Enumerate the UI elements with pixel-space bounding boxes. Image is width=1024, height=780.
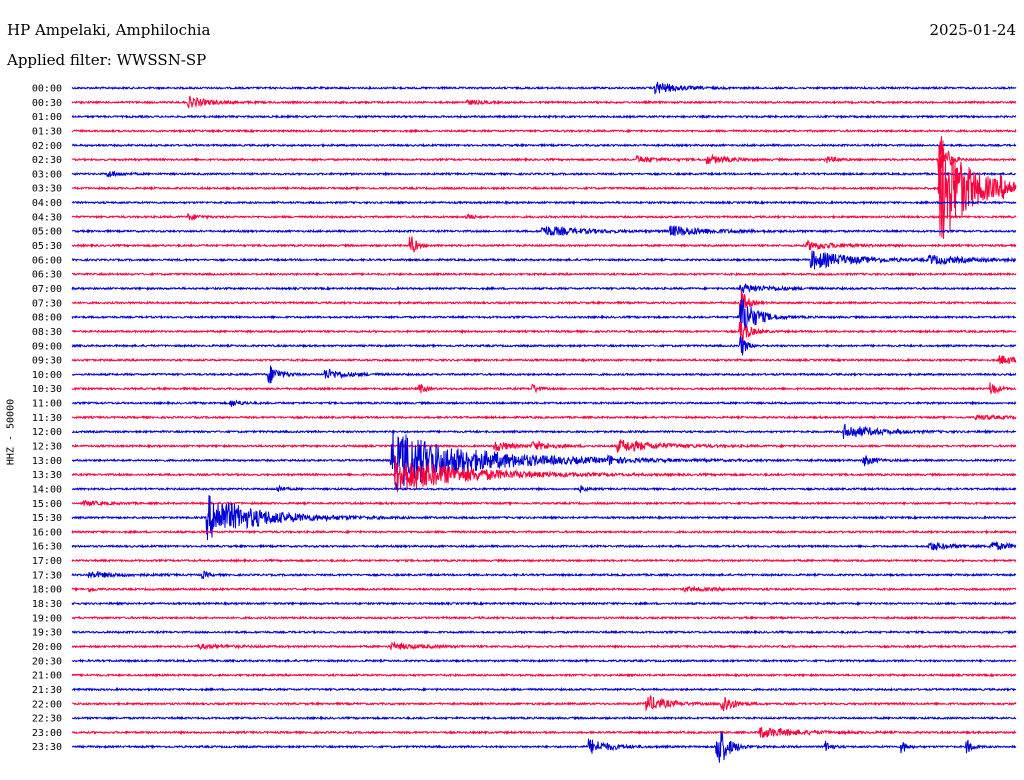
time-tick-label: 09:30 <box>32 356 62 367</box>
time-tick-label: 07:00 <box>32 284 62 295</box>
trace-line <box>71 321 1017 343</box>
time-tick-label: 14:00 <box>32 484 62 495</box>
trace-line <box>71 557 1017 564</box>
trace-line <box>71 250 1017 270</box>
time-tick-label: 11:30 <box>32 413 62 424</box>
trace-line <box>71 382 1017 395</box>
trace-line <box>71 140 1017 239</box>
trace-line <box>71 529 1017 535</box>
time-tick-label: 23:00 <box>32 728 62 739</box>
trace-line <box>71 585 1017 594</box>
time-tick-label: 00:30 <box>32 98 62 109</box>
date-label: 2025-01-24 <box>929 21 1016 39</box>
time-tick-label: 02:30 <box>32 155 62 166</box>
time-tick-label: 00:00 <box>32 84 62 95</box>
time-tick-label: 11:00 <box>32 399 62 410</box>
trace-line <box>71 413 1017 421</box>
trace-line <box>71 142 1017 148</box>
trace-line <box>71 456 1017 493</box>
trace-line <box>71 298 1017 329</box>
trace-line <box>71 114 1017 120</box>
trace-line <box>71 658 1017 664</box>
time-tick-label: 21:30 <box>32 685 62 696</box>
trace-line <box>71 225 1017 236</box>
trace-line <box>71 171 1017 178</box>
trace-line <box>71 423 1017 440</box>
filter-label: Applied filter: WWSSN-SP <box>7 51 207 69</box>
trace-line <box>71 128 1017 134</box>
trace-line <box>71 615 1017 621</box>
station-title: HP Ampelaki, Amphilochia <box>7 21 211 39</box>
time-tick-label: 15:30 <box>32 513 62 524</box>
trace-line <box>71 430 1017 490</box>
time-tick-label: 17:00 <box>32 556 62 567</box>
trace-line <box>71 439 1017 453</box>
time-tick-label: 19:00 <box>32 613 62 624</box>
time-tick-label: 07:30 <box>32 298 62 309</box>
trace-line <box>71 715 1017 721</box>
trace-line <box>71 732 1017 763</box>
time-tick-label: 06:30 <box>32 270 62 281</box>
time-tick-label: 16:00 <box>32 527 62 538</box>
trace-line <box>71 629 1017 635</box>
trace-line <box>71 726 1017 738</box>
trace-line <box>71 81 1017 95</box>
trace-line <box>71 355 1017 365</box>
time-tick-label: 05:30 <box>32 241 62 252</box>
trace-line <box>71 495 1017 540</box>
time-tick-label: 09:00 <box>32 341 62 352</box>
time-tick-label: 16:30 <box>32 542 62 553</box>
trace-line <box>71 694 1017 712</box>
time-tick-label: 06:00 <box>32 255 62 266</box>
time-tick-label: 22:00 <box>32 699 62 710</box>
trace-line <box>71 570 1016 579</box>
trace-line <box>71 686 1017 693</box>
trace-line <box>71 236 1017 253</box>
trace-line <box>71 672 1017 678</box>
time-tick-label: 19:30 <box>32 628 62 639</box>
trace-line <box>71 136 1017 176</box>
time-tick-label: 10:00 <box>32 370 62 381</box>
time-tick-label: 15:00 <box>32 499 62 510</box>
time-tick-label: 18:00 <box>32 585 62 596</box>
time-tick-label: 17:30 <box>32 570 62 581</box>
time-tick-label: 03:00 <box>32 169 62 180</box>
trace-line <box>71 365 1017 384</box>
time-tick-label: 01:30 <box>32 126 62 137</box>
trace-line <box>71 336 1017 356</box>
time-tick-label: 02:00 <box>32 141 62 152</box>
time-tick-label: 23:30 <box>32 742 62 753</box>
time-tick-label: 22:30 <box>32 714 62 725</box>
time-tick-label: 05:00 <box>32 227 62 238</box>
trace-line <box>71 213 1017 221</box>
time-tick-label: 21:00 <box>32 671 62 682</box>
time-tick-label: 03:30 <box>32 184 62 195</box>
time-tick-label: 20:30 <box>32 656 62 667</box>
time-tick-label: 04:00 <box>32 198 62 209</box>
trace-line <box>71 540 1017 551</box>
trace-line <box>71 271 1017 277</box>
trace-line <box>71 484 1017 493</box>
trace-line <box>71 640 1017 651</box>
trace-line <box>71 282 1017 294</box>
time-tick-label: 18:30 <box>32 599 62 610</box>
time-tick-label: 13:30 <box>32 470 62 481</box>
time-tick-label: 08:00 <box>32 313 62 324</box>
time-tick-label: 12:30 <box>32 442 62 453</box>
trace-line <box>71 600 1017 607</box>
trace-line <box>71 399 1017 407</box>
time-tick-label: 10:30 <box>32 384 62 395</box>
time-tick-label: 20:00 <box>32 642 62 653</box>
trace-line <box>71 95 1017 109</box>
trace-line <box>71 290 1017 311</box>
time-tick-label: 08:30 <box>32 327 62 338</box>
time-tick-label: 04:30 <box>32 212 62 223</box>
time-tick-label: 13:00 <box>32 456 62 467</box>
time-tick-label: 01:00 <box>32 112 62 123</box>
time-tick-label: 12:00 <box>32 427 62 438</box>
trace-line <box>71 200 1017 206</box>
